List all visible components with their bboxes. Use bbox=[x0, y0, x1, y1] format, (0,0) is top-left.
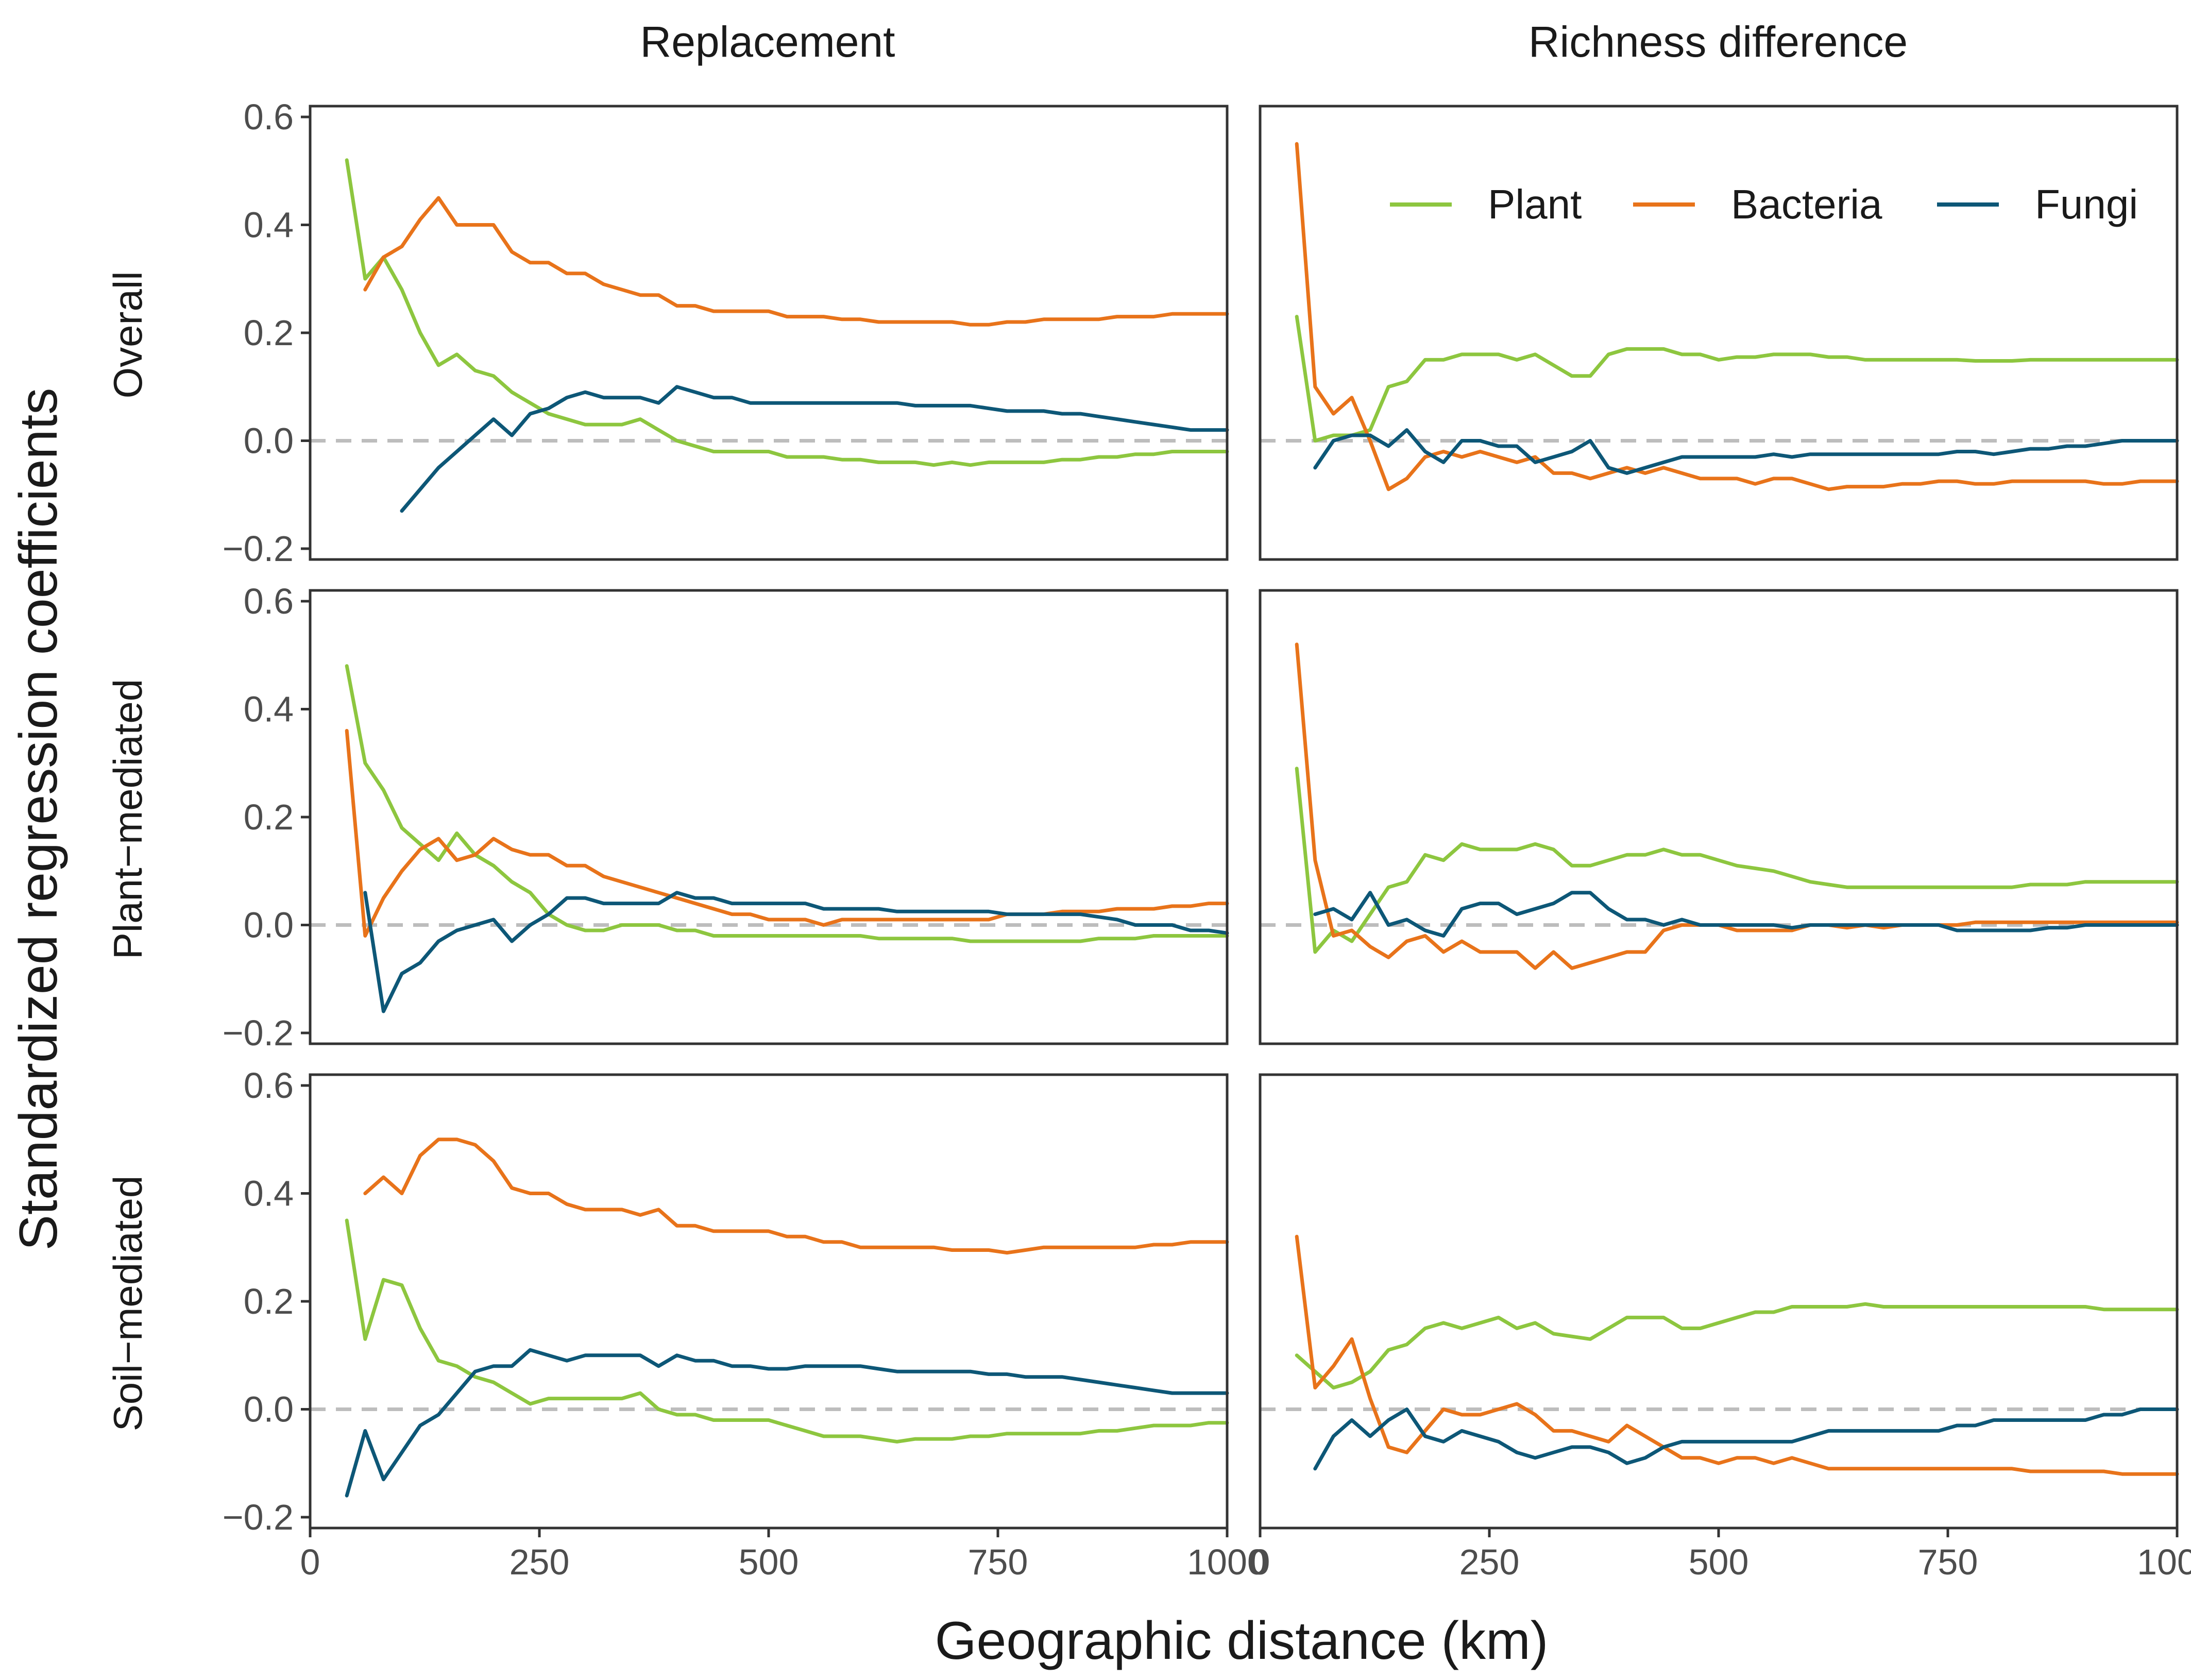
series-line-bacteria bbox=[1295, 142, 2179, 491]
series-line-fungi bbox=[1313, 428, 2179, 475]
panel-border bbox=[309, 105, 1229, 561]
series-line-bacteria bbox=[363, 196, 1229, 327]
panel-border bbox=[1259, 105, 2179, 561]
y-tick-label: 0.2 bbox=[244, 313, 294, 353]
y-tick-label: 0.0 bbox=[244, 1389, 294, 1430]
series-line-fungi bbox=[1313, 891, 2179, 938]
legend-label-fungi: Fungi bbox=[2035, 181, 2138, 227]
panel-soil-mediated-replacement: 0.60.40.20.0−0.20 250 500 750 1000 bbox=[223, 1065, 1267, 1582]
legend-item-plant: Plant bbox=[1390, 181, 1582, 227]
x-tick-label: 750 bbox=[968, 1542, 1028, 1582]
series-line-bacteria bbox=[345, 728, 1229, 938]
y-tick-label: −0.2 bbox=[223, 529, 294, 569]
x-tick-label: 1000 bbox=[2137, 1542, 2191, 1582]
column-title-richness-difference: Richness difference bbox=[1528, 18, 1908, 66]
row-title-overall: Overall bbox=[105, 271, 150, 398]
series-line-fungi bbox=[363, 891, 1229, 1013]
series-line-plant bbox=[1295, 315, 2179, 443]
panel-plant-mediated-replacement: 0.6 0.4 0.2 0.0 −0.2 bbox=[223, 581, 1229, 1053]
series-line-plant bbox=[345, 1218, 1229, 1444]
series-line-fungi bbox=[345, 1348, 1229, 1498]
y-tick-label: 0.0 bbox=[244, 421, 294, 461]
series-line-fungi bbox=[400, 385, 1229, 513]
row-title-plant-mediated: Plant−mediated bbox=[105, 679, 150, 959]
panels: 0.60.40.20.0−0.20.60.40.20.0−0.20.60.40.… bbox=[223, 97, 2191, 1582]
panel-soil-mediated-richness-difference: 0 250 500 750 1000 bbox=[1250, 1073, 2191, 1582]
series-line-plant bbox=[345, 158, 1229, 467]
y-axis-title: Standardized regression coefficients bbox=[9, 388, 69, 1251]
panel-border bbox=[1259, 589, 2179, 1045]
x-tick-label: 500 bbox=[1689, 1542, 1749, 1582]
series-line-bacteria bbox=[363, 1138, 1229, 1255]
x-tick-label: 750 bbox=[1918, 1542, 1978, 1582]
column-title-replacement: Replacement bbox=[640, 18, 895, 66]
series-line-fungi bbox=[1313, 1407, 2179, 1471]
y-tick-label: 0.0 bbox=[244, 905, 294, 945]
x-axis-title: Geographic distance (km) bbox=[935, 1611, 1549, 1671]
series-line-plant bbox=[1295, 767, 2179, 954]
x-tick-label: 0 bbox=[1250, 1542, 1270, 1582]
y-tick-label: 0.6 bbox=[244, 1065, 294, 1106]
y-tick-label: 0.6 bbox=[244, 581, 294, 621]
series-line-plant bbox=[345, 664, 1229, 943]
y-tick-label: 0.6 bbox=[244, 97, 294, 137]
x-tick-label: 1000 bbox=[1187, 1542, 1267, 1582]
column-titles: Replacement Richness difference bbox=[640, 18, 1908, 66]
row-title-soil-mediated: Soil−mediated bbox=[105, 1176, 150, 1432]
panel-overall-richness-difference bbox=[1259, 105, 2179, 561]
panel-border bbox=[309, 589, 1229, 1045]
y-tick-label: −0.2 bbox=[223, 1013, 294, 1053]
y-tick-label: −0.2 bbox=[223, 1497, 294, 1537]
series-line-plant bbox=[1295, 1302, 2179, 1390]
x-tick-label: 0 bbox=[300, 1542, 320, 1582]
y-tick-label: 0.2 bbox=[244, 797, 294, 837]
legend: Plant Bacteria Fungi bbox=[1390, 181, 2138, 227]
y-tick-label: 0.4 bbox=[244, 689, 294, 729]
y-tick-label: 0.4 bbox=[244, 205, 294, 245]
legend-item-fungi: Fungi bbox=[1937, 181, 2138, 227]
legend-item-bacteria: Bacteria bbox=[1633, 181, 1882, 227]
panel-overall-replacement: 0.6 0.4 0.2 0.0 −0.2 bbox=[223, 97, 1229, 569]
panel-border bbox=[1259, 1073, 2179, 1530]
panel-border bbox=[309, 1073, 1229, 1530]
series-line-bacteria bbox=[1295, 642, 2179, 970]
y-tick-label: 0.4 bbox=[244, 1173, 294, 1213]
panel-plant-mediated-richness-difference bbox=[1259, 589, 2179, 1045]
x-tick-label: 250 bbox=[509, 1542, 570, 1582]
row-titles: Overall Plant−mediated Soil−mediated bbox=[105, 271, 150, 1431]
legend-label-bacteria: Bacteria bbox=[1731, 181, 1882, 227]
series-line-bacteria bbox=[1295, 1234, 2179, 1476]
y-tick-label: 0.2 bbox=[244, 1281, 294, 1321]
x-tick-label: 500 bbox=[739, 1542, 799, 1582]
x-tick-label: 250 bbox=[1459, 1542, 1520, 1582]
legend-label-plant: Plant bbox=[1488, 181, 1582, 227]
